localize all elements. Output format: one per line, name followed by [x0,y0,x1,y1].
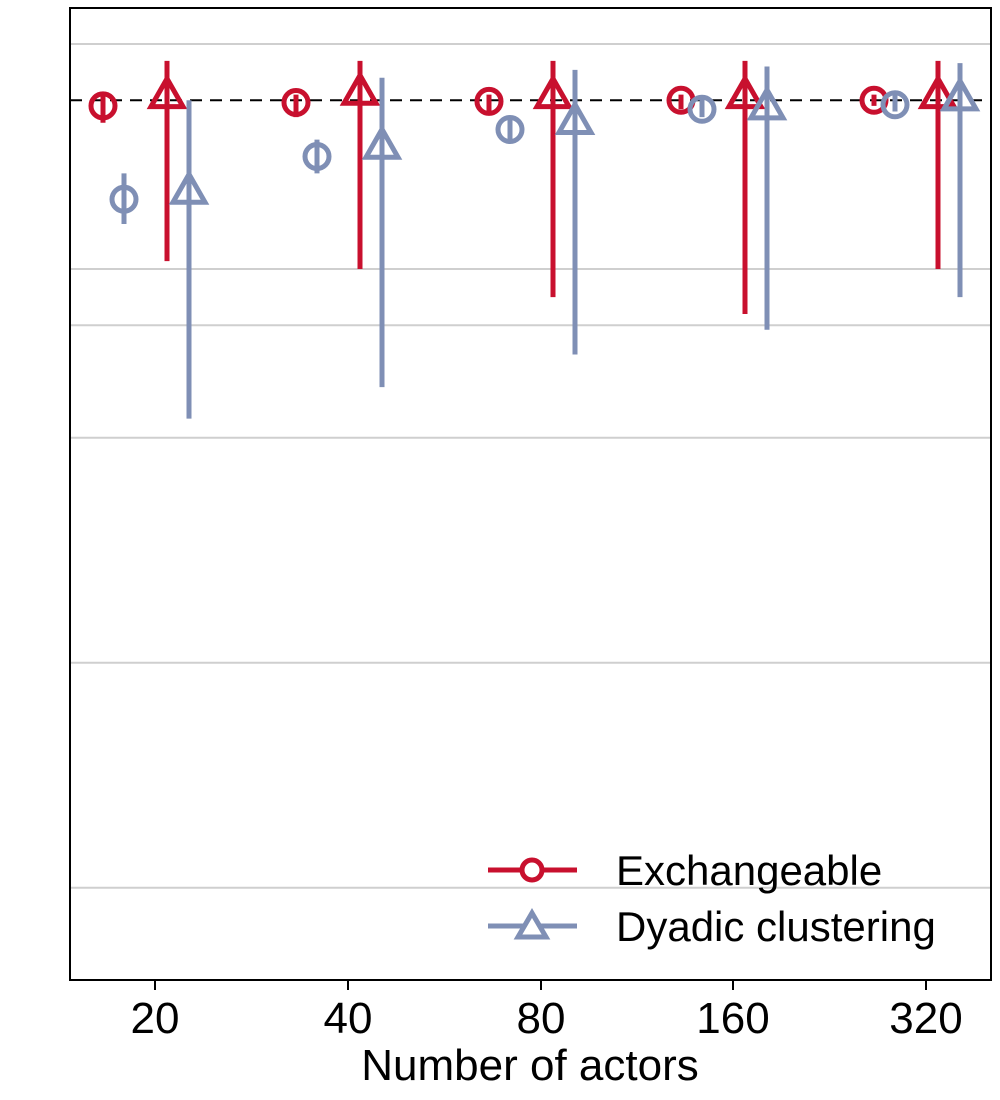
point-circle-dyadic-clustering-3 [687,94,717,124]
point-circle-dyadic-clustering-2 [495,115,525,144]
exchangeable-triangle-320 [917,60,959,269]
legend-swatch-marker-exchangeable [519,857,545,883]
x-tick-label-320: 320 [889,994,962,1043]
dyadic-clustering-circle-320 [880,90,910,120]
exchangeable-circle-80 [474,86,504,116]
dyadic-clustering-triangle-320 [939,63,981,298]
point-circle-exchangeable-2 [474,86,504,116]
point-triangle-dyadic-clustering-3 [746,84,788,121]
x-tick-label-40: 40 [324,994,373,1043]
dyadic-clustering-circle-40 [302,139,332,174]
point-triangle-exchangeable-2 [532,73,574,110]
dyadic-clustering-triangle-20 [168,100,210,419]
dyadic-clustering-circle-160 [687,94,717,124]
x-axis: 20 40 80 160 320 [131,980,963,1043]
dyadic-clustering-triangle-80 [554,69,596,355]
exchangeable-triangle-20 [146,60,188,262]
dyadic-clustering-triangle-160 [746,66,788,330]
exchangeable-triangle-160 [724,60,766,314]
point-triangle-exchangeable-3 [724,73,766,110]
point-circle-exchangeable-0 [88,91,118,121]
legend-entry-dyadic-clustering: Dyadic clustering [488,903,936,950]
point-circle-dyadic-clustering-1 [302,142,332,171]
point-triangle-dyadic-clustering-2 [554,99,596,135]
point-circle-dyadic-clustering-4 [880,90,910,120]
legend: Exchangeable Dyadic clustering [488,847,936,950]
legend-entry-exchangeable: Exchangeable [488,847,882,894]
x-tick-label-160: 160 [696,994,769,1043]
point-triangle-exchangeable-0 [146,73,188,110]
x-axis-title: Number of actors [361,1041,698,1090]
point-triangle-dyadic-clustering-4 [939,75,981,112]
plot-frame [69,7,992,981]
dyadic-clustering-circle-80 [495,115,525,144]
series-layer [88,60,981,419]
legend-swatch-marker-dyadic [513,908,551,940]
exchangeable-triangle-80 [532,60,574,298]
dyadic-clustering-circle-20 [109,173,139,224]
x-tick-label-80: 80 [517,994,566,1043]
point-circle-dyadic-clustering-0 [109,184,139,214]
x-tick-label-20: 20 [131,994,180,1043]
exchangeable-circle-20 [88,91,118,123]
gridlines [70,43,991,889]
point-triangle-exchangeable-1 [339,70,381,106]
point-triangle-dyadic-clustering-0 [168,169,210,205]
exchangeable-circle-40 [281,88,311,118]
exchangeable-triangle-40 [339,60,381,269]
point-circle-exchangeable-1 [281,88,311,117]
point-triangle-dyadic-clustering-1 [361,124,403,160]
legend-label-exchangeable: Exchangeable [616,847,882,894]
point-triangle-exchangeable-4 [917,73,959,110]
dyadic-clustering-triangle-40 [361,77,403,388]
legend-label-dyadic-clustering: Dyadic clustering [616,903,936,950]
